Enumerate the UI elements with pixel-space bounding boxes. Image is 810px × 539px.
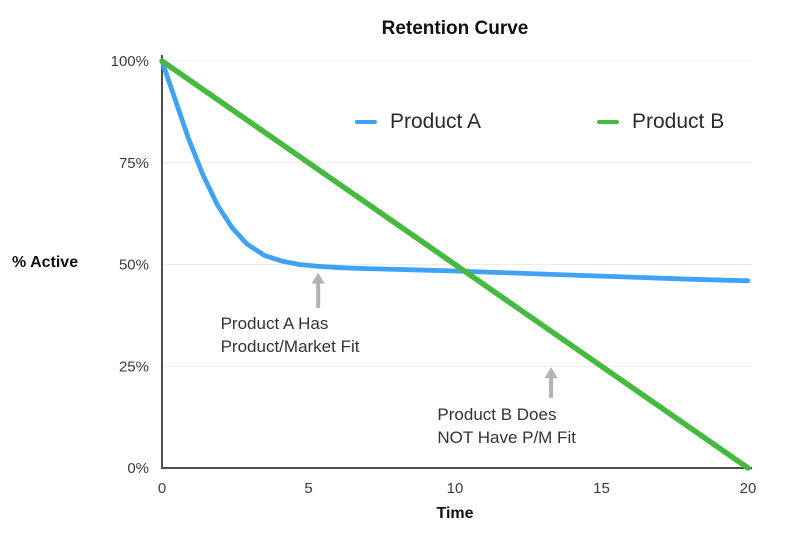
annotation-arrow-head-1 [311, 272, 325, 284]
annotation-line: NOT Have P/M Fit [437, 427, 576, 447]
series-line-product-a [159, 58, 751, 284]
y-axis-title: % Active [12, 254, 79, 271]
legend-swatch-product-a [355, 120, 377, 124]
legend-label-product-b: Product B [632, 110, 725, 133]
annotation-text-2: Product B Does NOT Have P/M Fit [437, 403, 576, 449]
y-tick-label-50%: 50% [119, 257, 149, 274]
annotation-arrow-head-2 [544, 367, 558, 379]
annotation-text-1: Product A Has Product/Market Fit [221, 312, 360, 358]
legend-item-product-a: Product A [355, 107, 481, 137]
x-tick-label-20: 20 [740, 480, 757, 497]
y-tick-label-100%: 100% [111, 53, 149, 70]
x-axis-title: Time [436, 505, 474, 522]
x-tick-label-5: 5 [304, 480, 312, 497]
annotation-line: Product A Has [220, 314, 329, 334]
x-tick-label-0: 0 [158, 480, 166, 497]
x-tick-label-15: 15 [593, 480, 610, 497]
y-tick-label-25%: 25% [119, 358, 149, 375]
y-tick-label-75%: 75% [119, 155, 149, 172]
y-tick-label-0%: 0% [127, 460, 149, 477]
legend-label-product-a: Product A [390, 110, 482, 133]
annotation-line: Product B Does [437, 404, 557, 424]
x-tick-label-10: 10 [447, 480, 464, 497]
legend-item-product-b: Product B [597, 107, 724, 137]
legend-swatch-product-b [597, 120, 619, 124]
series-line-product-b [159, 58, 751, 471]
chart-title: Retention Curve [381, 18, 529, 39]
annotation-line: Product/Market Fit [220, 337, 360, 357]
